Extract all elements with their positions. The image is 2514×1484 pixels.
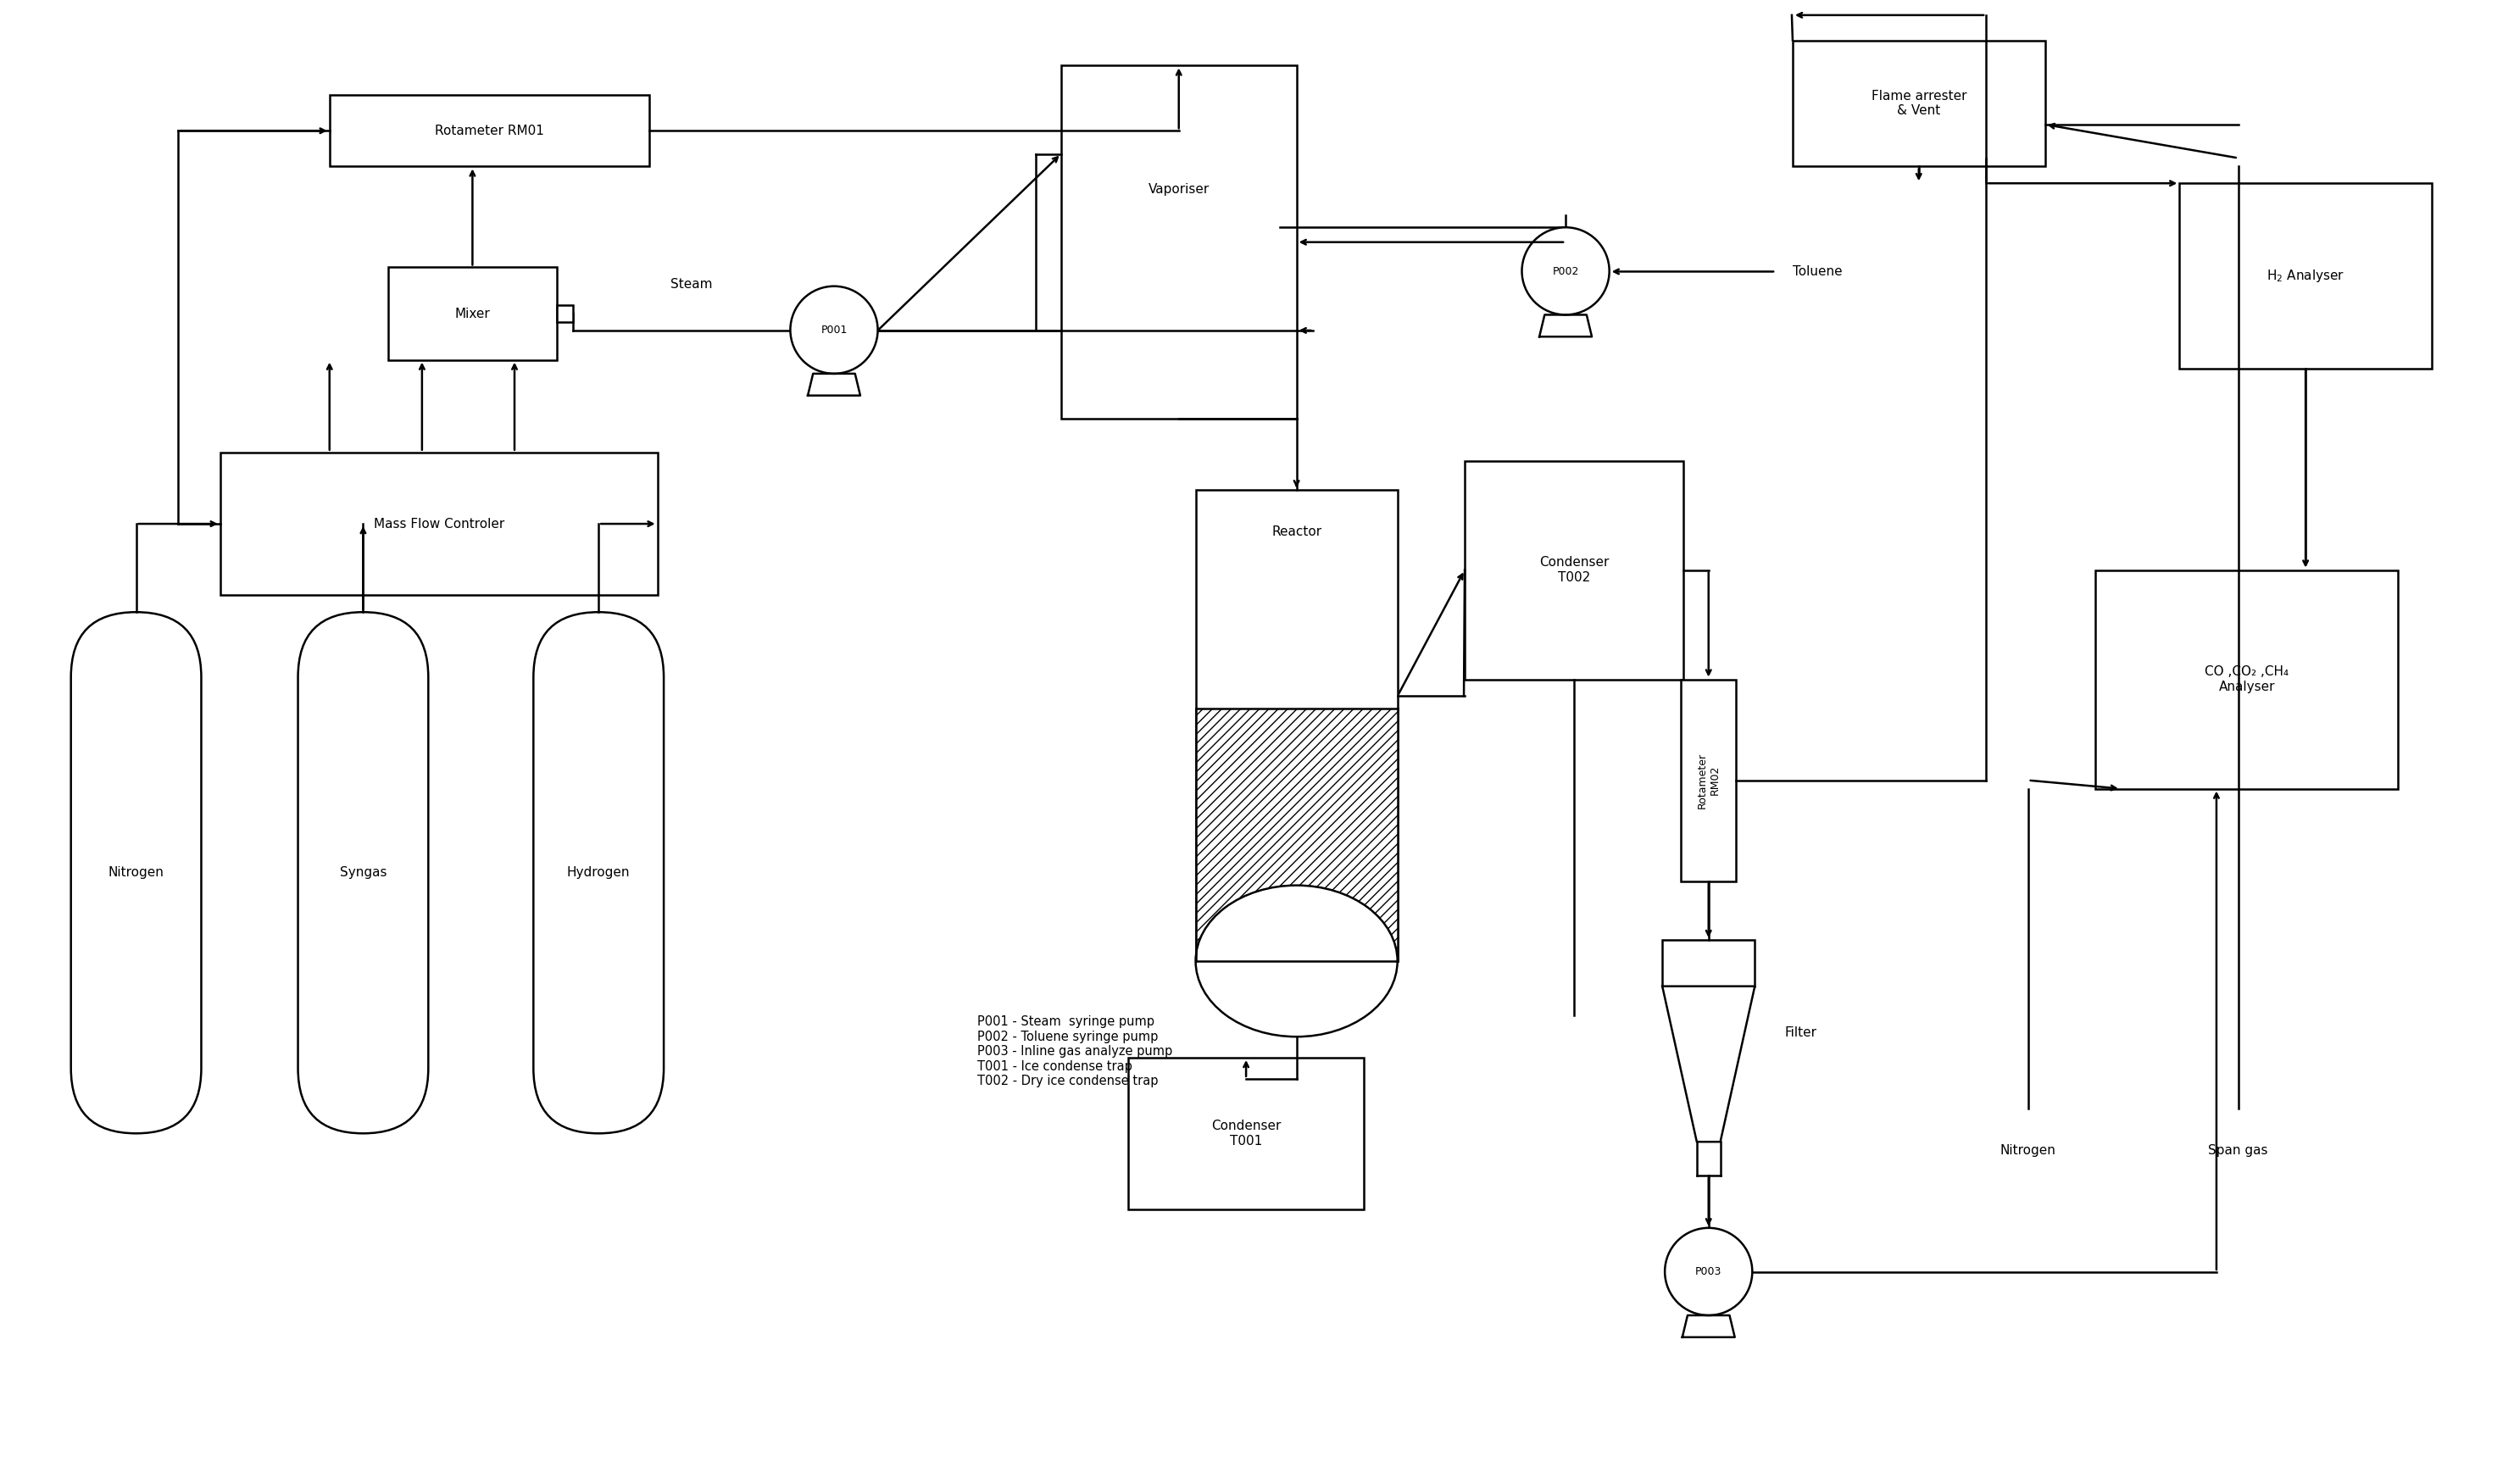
Text: P002: P002 xyxy=(1551,266,1579,278)
FancyBboxPatch shape xyxy=(1682,680,1735,881)
FancyBboxPatch shape xyxy=(1061,65,1297,418)
Circle shape xyxy=(1521,227,1609,315)
FancyBboxPatch shape xyxy=(387,267,556,359)
Text: H$_2$ Analyser: H$_2$ Analyser xyxy=(2268,267,2346,283)
FancyBboxPatch shape xyxy=(70,611,201,1134)
Text: P001: P001 xyxy=(820,325,847,335)
Text: Steam: Steam xyxy=(671,278,711,291)
Text: Rotameter
RM02: Rotameter RM02 xyxy=(1697,752,1720,809)
FancyBboxPatch shape xyxy=(2094,570,2398,788)
Text: Mass Flow Controler: Mass Flow Controler xyxy=(375,518,505,530)
Text: Syngas: Syngas xyxy=(339,867,387,879)
Text: Reactor: Reactor xyxy=(1272,525,1322,539)
Polygon shape xyxy=(807,374,860,396)
Circle shape xyxy=(1664,1227,1752,1315)
FancyBboxPatch shape xyxy=(2180,184,2431,368)
Text: CO ,CO₂ ,CH₄
Analyser: CO ,CO₂ ,CH₄ Analyser xyxy=(2205,666,2288,693)
Text: Nitrogen: Nitrogen xyxy=(2001,1144,2056,1156)
FancyBboxPatch shape xyxy=(1662,939,1755,987)
Polygon shape xyxy=(1662,987,1755,1141)
Text: Condenser
T001: Condenser T001 xyxy=(1212,1119,1282,1147)
FancyBboxPatch shape xyxy=(221,453,659,595)
Text: Flame arrester
& Vent: Flame arrester & Vent xyxy=(1870,89,1966,117)
Text: P003: P003 xyxy=(1694,1267,1722,1278)
Text: P001 - Steam  syringe pump
P002 - Toluene syringe pump
P003 - Inline gas analyze: P001 - Steam syringe pump P002 - Toluene… xyxy=(978,1015,1172,1088)
Text: Condenser
T002: Condenser T002 xyxy=(1539,556,1609,583)
Text: Nitrogen: Nitrogen xyxy=(108,867,163,879)
Text: Toluene: Toluene xyxy=(1792,266,1843,278)
Polygon shape xyxy=(1682,1315,1735,1337)
FancyBboxPatch shape xyxy=(329,95,649,166)
FancyBboxPatch shape xyxy=(1197,490,1398,962)
Circle shape xyxy=(789,286,877,374)
FancyBboxPatch shape xyxy=(1129,1058,1363,1209)
FancyBboxPatch shape xyxy=(556,306,573,322)
Text: Vaporiser: Vaporiser xyxy=(1149,183,1209,196)
Polygon shape xyxy=(1539,315,1591,337)
FancyBboxPatch shape xyxy=(1466,460,1684,680)
Text: Hydrogen: Hydrogen xyxy=(568,867,631,879)
Text: Mixer: Mixer xyxy=(455,307,490,321)
Text: Filter: Filter xyxy=(1785,1025,1818,1039)
Text: Rotameter RM01: Rotameter RM01 xyxy=(435,125,543,137)
FancyBboxPatch shape xyxy=(533,611,664,1134)
FancyBboxPatch shape xyxy=(1792,40,2044,166)
Text: Span gas: Span gas xyxy=(2207,1144,2268,1156)
FancyBboxPatch shape xyxy=(299,611,427,1134)
FancyBboxPatch shape xyxy=(1197,709,1398,962)
Ellipse shape xyxy=(1197,886,1398,1037)
